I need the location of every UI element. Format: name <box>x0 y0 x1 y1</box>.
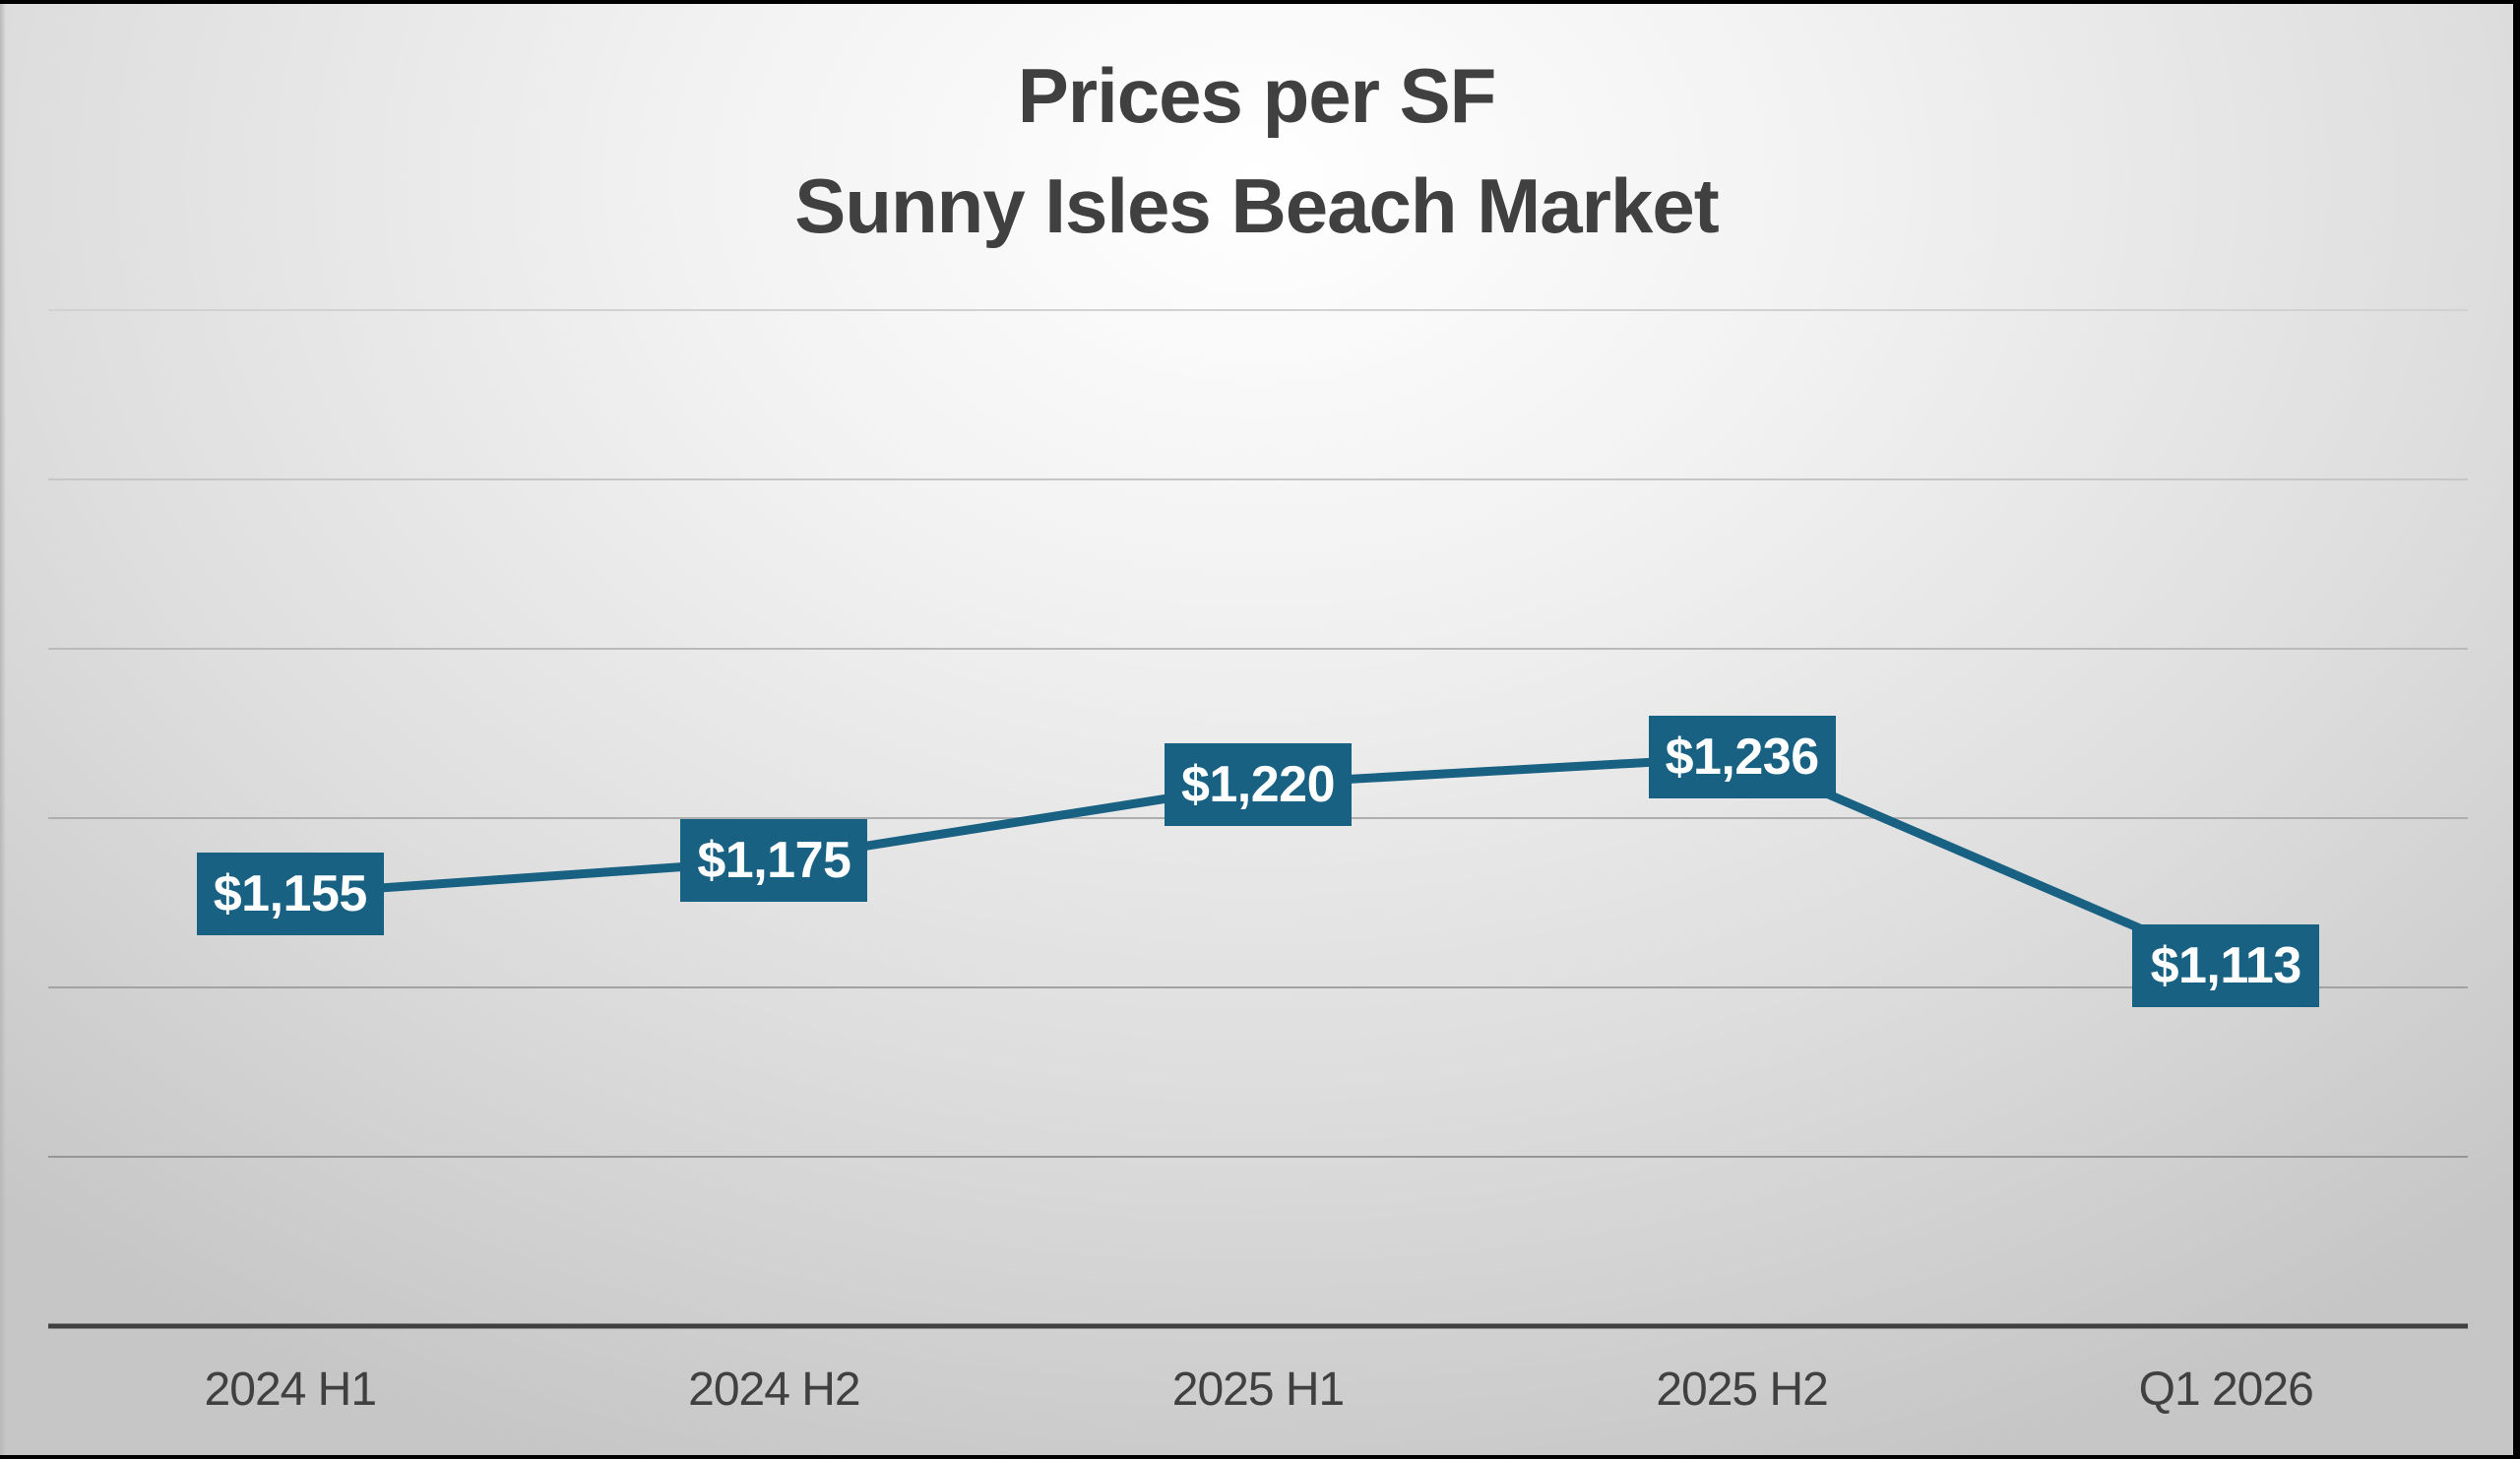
x-axis-label: 2025 H1 <box>1171 1364 1345 1416</box>
chart-title-line-1: Prices per SF <box>1017 52 1497 139</box>
x-axis-label: 2024 H1 <box>204 1364 377 1416</box>
chart-frame: Prices per SF Sunny Isles Beach Market 2… <box>0 4 2513 1455</box>
data-label: $1,113 <box>2132 923 2320 1007</box>
gridlines <box>48 309 2468 1158</box>
data-label: $1,175 <box>680 819 868 902</box>
data-label: $1,236 <box>1648 716 1836 799</box>
x-axis-label: 2024 H2 <box>688 1364 860 1416</box>
x-axis-label: Q1 2026 <box>2138 1364 2314 1416</box>
x-axis-label: 2025 H2 <box>1656 1364 1828 1416</box>
data-label: $1,155 <box>196 853 384 936</box>
plot-area <box>48 309 2468 1329</box>
chart-title-line-2: Sunny Isles Beach Market <box>794 162 1719 249</box>
data-label: $1,220 <box>1165 742 1352 826</box>
